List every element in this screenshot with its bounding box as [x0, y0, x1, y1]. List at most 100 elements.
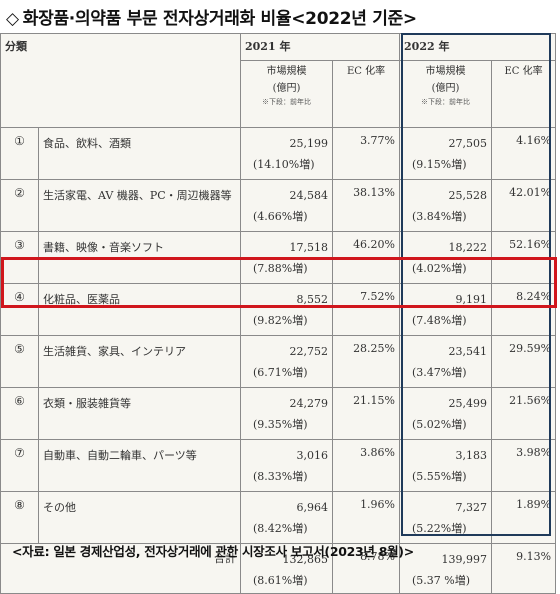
market-size-value: 18,222: [448, 241, 488, 254]
ec-rate-2022-cell: 29.59%: [491, 335, 557, 388]
table-row: ② 生活家電、AV 機器、PC・周辺機器等 24,584 (4.66%増) 38.13%…: [0, 179, 557, 232]
category-name: 生活雑貨、家具、インテリア: [38, 335, 241, 388]
table-row: ⑦ 自動車、自動二輪車、パーツ等 3,016 (8.33%増) 3.86% 3,183 (5…: [0, 439, 557, 492]
ec-rate-header-2021: EC 化率: [331, 60, 401, 128]
growth-rate-value: (6.71%増): [253, 365, 308, 379]
note-label: ※下段：前年比: [421, 98, 471, 106]
row-number: ③: [0, 231, 39, 284]
market-size-2022-cell: 7,327 (5.22%増): [399, 491, 493, 544]
category-name: 生活家電、AV 機器、PC・周辺機器等: [38, 179, 241, 232]
category-name: 食品、飲料、酒類: [38, 127, 241, 180]
ec-rate-2021-cell: 38.13%: [331, 179, 401, 232]
growth-rate-value: (5.22%増): [412, 521, 467, 535]
title-text: 화장품·의약품 부문 전자상거래화 비율<2022년 기준>: [22, 9, 417, 29]
row-number: ⑥: [0, 387, 39, 440]
market-size-2021-cell: 24,584 (4.66%増): [240, 179, 333, 232]
ec-rate-2021-cell: 3.77%: [331, 127, 401, 180]
growth-rate-value: (5.02%増): [412, 417, 467, 431]
page-title: ◇ 화장품·의약품 부문 전자상거래화 비율<2022년 기준>: [6, 4, 554, 30]
market-size-value: 24,279: [289, 397, 329, 410]
row-number: ⑦: [0, 439, 39, 492]
diamond-marker-icon: ◇: [6, 9, 19, 29]
growth-rate-value: (5.37 %増): [412, 573, 471, 587]
market-size-2021-cell: 22,752 (6.71%増): [240, 335, 333, 388]
market-size-value: 27,505: [448, 137, 488, 150]
ec-rate-2022-cell: 8.24%: [491, 283, 557, 336]
market-size-2021-cell: 8,552 (9.82%増): [240, 283, 333, 336]
market-size-2021-cell: 6,964 (8.42%増): [240, 491, 333, 544]
market-size-value: 8,552: [296, 293, 329, 306]
row-number: ⑤: [0, 335, 39, 388]
unit-label: (億円): [431, 83, 460, 94]
market-size-2021-cell: 17,518 (7.88%増): [240, 231, 333, 284]
category-name: 化粧品、医薬品: [38, 283, 241, 336]
table-row: ① 食品、飲料、酒類 25,199 (14.10%増) 3.77% 27,505 (9.15…: [0, 127, 557, 180]
market-size-label: 市場規模: [425, 66, 466, 77]
market-size-2022-cell: 27,505 (9.15%増): [399, 127, 493, 180]
row-number: ②: [0, 179, 39, 232]
market-size-header-2021: 市場規模 (億円) ※下段：前年比: [240, 60, 333, 128]
category-name: 書籍、映像・音楽ソフト: [38, 231, 241, 284]
market-size-value: 6,964: [296, 501, 329, 514]
market-size-2022-cell: 9,191 (7.48%増): [399, 283, 493, 336]
market-size-value: 7,327: [455, 501, 488, 514]
ec-rate-2021-cell: 7.52%: [331, 283, 401, 336]
growth-rate-value: (9.15%増): [412, 157, 467, 171]
ec-rate-2021-cell: 3.86%: [331, 439, 401, 492]
table-row: ③ 書籍、映像・音楽ソフト 17,518 (7.88%増) 46.20% 18,222 (4…: [0, 231, 557, 284]
source-caption: <자료: 일본 경제산업성, 전자상거래에 관한 시장조사 보고서(2023년 …: [12, 544, 414, 559]
market-size-2021-cell: 24,279 (9.35%増): [240, 387, 333, 440]
growth-rate-value: (4.02%増): [412, 261, 467, 275]
growth-rate-value: (3.84%増): [412, 209, 467, 223]
year-2021-header: 2021 年: [239, 33, 401, 61]
market-size-value: 9,191: [455, 293, 488, 306]
note-label: ※下段：前年比: [262, 98, 311, 106]
growth-rate-value: (3.47%増): [412, 365, 467, 379]
market-size-value: 23,541: [448, 345, 488, 358]
ec-rate-2021-cell: 46.20%: [331, 231, 401, 284]
market-size-2022-cell: 25,528 (3.84%増): [399, 179, 493, 232]
table-row: ⑧ その他 6,964 (8.42%増) 1.96% 7,327 (5.22%増) 1.89%: [0, 491, 557, 544]
row-number: ④: [0, 283, 39, 336]
ec-rate-2021-cell: 21.15%: [331, 387, 401, 440]
row-number: ⑧: [0, 491, 39, 544]
table-row: ⑤ 生活雑貨、家具、インテリア 22,752 (6.71%増) 28.25% 23,541…: [0, 335, 557, 388]
market-size-2022-cell: 3,183 (5.55%増): [399, 439, 493, 492]
ec-rate-2021-cell: 28.25%: [331, 335, 401, 388]
growth-rate-value: (4.66%増): [253, 209, 308, 223]
growth-rate-value: (5.55%増): [412, 469, 467, 483]
table-row: ⑥ 衣類・服装雑貨等 24,279 (9.35%増) 21.15% 25,499 (5.02…: [0, 387, 557, 440]
growth-rate-value: (8.61%増): [253, 573, 308, 587]
ec-rate-header-2022: EC 化率: [491, 60, 557, 128]
market-size-2022-cell: 23,541 (3.47%増): [399, 335, 493, 388]
table-row: ④ 化粧品、医薬品 8,552 (9.82%増) 7.52% 9,191 (7.48%増) 8…: [0, 283, 557, 336]
category-name: 衣類・服装雑貨等: [38, 387, 241, 440]
market-size-value: 25,499: [448, 397, 488, 410]
market-size-value: 22,752: [289, 345, 329, 358]
row-number: ①: [0, 127, 39, 180]
market-size-value: 25,199: [289, 137, 329, 150]
growth-rate-value: (8.33%増): [253, 469, 308, 483]
market-size-label: 市場規模: [266, 66, 307, 77]
ec-rate-2022-cell: 4.16%: [491, 127, 557, 180]
header-row-columns: 市場規模 (億円) ※下段：前年比 EC 化率 市場規模 (億円) ※下段：前年…: [1, 60, 557, 128]
year-2022-header: 2022 年: [399, 33, 557, 61]
market-size-value: 17,518: [289, 241, 329, 254]
market-size-value: 3,183: [455, 449, 488, 462]
category-name: 自動車、自動二輪車、パーツ等: [38, 439, 241, 492]
ec-ratio-table-wrapper: 分類 2021 年 2022 年 市場規模 (億円) ※下段：前年比 EC 化率…: [0, 33, 560, 594]
market-size-value: 24,584: [289, 189, 329, 202]
ec-rate-2022-cell: 3.98%: [491, 439, 557, 492]
growth-rate-value: (7.88%増): [253, 261, 308, 275]
category-header: 分類: [0, 33, 241, 128]
growth-rate-value: (7.48%増): [412, 313, 467, 327]
category-name: その他: [38, 491, 241, 544]
unit-label: (億円): [272, 83, 301, 94]
market-size-2021-cell: 3,016 (8.33%増): [240, 439, 333, 492]
ec-ratio-table: 分類 2021 年 2022 年 市場規模 (億円) ※下段：前年比 EC 化率…: [0, 33, 557, 594]
ec-rate-2022-cell: 52.16%: [491, 231, 557, 284]
growth-rate-value: (8.42%増): [253, 521, 308, 535]
ec-rate-2022-cell: 42.01%: [491, 179, 557, 232]
market-size-2022-cell: 18,222 (4.02%増): [399, 231, 493, 284]
growth-rate-value: (9.35%増): [253, 417, 308, 431]
